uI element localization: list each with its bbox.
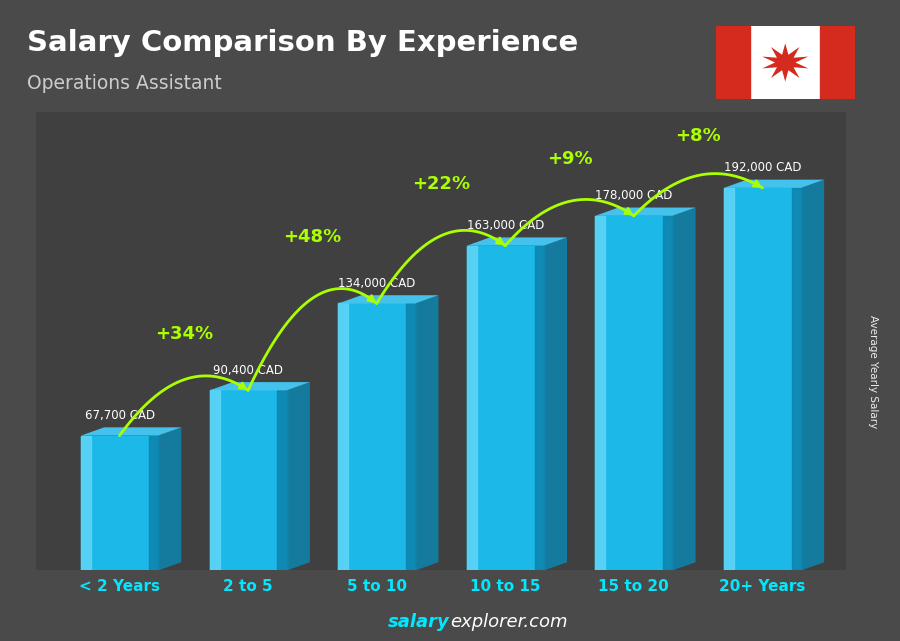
Bar [595, 216, 672, 570]
Bar [210, 390, 220, 570]
Bar [406, 303, 415, 570]
Polygon shape [287, 382, 310, 570]
Bar [338, 303, 348, 570]
Bar [792, 188, 801, 570]
Polygon shape [672, 208, 696, 570]
Text: +34%: +34% [155, 324, 213, 342]
Bar [467, 246, 544, 570]
Bar [467, 246, 477, 570]
Text: 134,000 CAD: 134,000 CAD [338, 277, 416, 290]
Text: salary: salary [388, 613, 450, 631]
Bar [81, 436, 91, 570]
Bar [210, 390, 287, 570]
Bar [535, 246, 544, 570]
Text: +9%: +9% [547, 150, 592, 168]
Bar [338, 303, 415, 570]
Polygon shape [210, 382, 310, 390]
Polygon shape [81, 428, 181, 436]
Polygon shape [595, 208, 696, 216]
Polygon shape [158, 428, 181, 570]
Text: 163,000 CAD: 163,000 CAD [466, 219, 544, 232]
Bar [595, 216, 606, 570]
Text: 178,000 CAD: 178,000 CAD [595, 189, 672, 202]
Bar [277, 390, 287, 570]
Bar [148, 436, 158, 570]
Text: +48%: +48% [284, 228, 342, 246]
Bar [716, 26, 751, 99]
Polygon shape [801, 179, 824, 570]
Text: Operations Assistant: Operations Assistant [27, 74, 221, 93]
Polygon shape [415, 296, 438, 570]
Text: 90,400 CAD: 90,400 CAD [213, 363, 284, 377]
Bar [724, 188, 733, 570]
Text: explorer.com: explorer.com [450, 613, 568, 631]
Polygon shape [338, 296, 438, 303]
Bar [81, 436, 158, 570]
Polygon shape [724, 179, 824, 188]
Polygon shape [762, 44, 808, 81]
Polygon shape [467, 237, 567, 246]
Text: Salary Comparison By Experience: Salary Comparison By Experience [27, 29, 578, 57]
Text: Average Yearly Salary: Average Yearly Salary [868, 315, 878, 428]
Text: +22%: +22% [412, 175, 470, 193]
Text: +8%: +8% [675, 127, 721, 145]
Bar [663, 216, 672, 570]
Bar [724, 188, 801, 570]
Polygon shape [544, 237, 567, 570]
Text: 67,700 CAD: 67,700 CAD [85, 409, 155, 422]
Text: 192,000 CAD: 192,000 CAD [724, 161, 801, 174]
Bar [820, 26, 855, 99]
